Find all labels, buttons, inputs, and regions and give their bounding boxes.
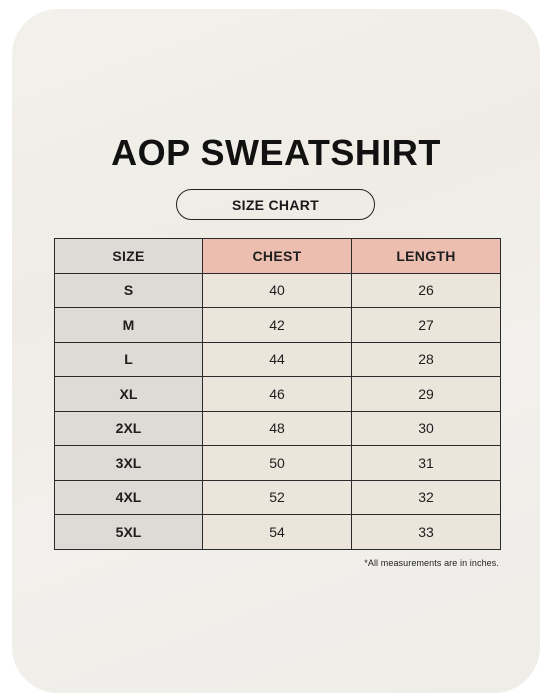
- size-cell: 2XL: [54, 410, 203, 446]
- table-row: 3XL 50 31: [54, 445, 501, 481]
- size-chart-label: SIZE CHART: [176, 189, 375, 220]
- size-cell: 3XL: [54, 445, 203, 481]
- chest-cell: 48: [202, 410, 352, 446]
- length-cell: 33: [351, 514, 501, 550]
- table-row: L 44 28: [54, 341, 501, 377]
- corner-accent: [516, 9, 540, 15]
- size-cell: 5XL: [54, 514, 203, 550]
- length-cell: 30: [351, 410, 501, 446]
- size-cell: L: [54, 341, 203, 377]
- length-cell: 31: [351, 445, 501, 481]
- length-cell: 29: [351, 376, 501, 412]
- table-row: 2XL 48 30: [54, 410, 501, 446]
- chest-cell: 54: [202, 514, 352, 550]
- chest-cell: 50: [202, 445, 352, 481]
- size-cell: 4XL: [54, 479, 203, 515]
- length-cell: 26: [351, 272, 501, 308]
- table-row: 5XL 54 33: [54, 514, 501, 550]
- table-row: 4XL 52 32: [54, 479, 501, 515]
- size-cell: M: [54, 307, 203, 343]
- table-row: XL 46 29: [54, 376, 501, 412]
- measurement-footnote: *All measurements are in inches.: [364, 558, 499, 568]
- chest-cell: 42: [202, 307, 352, 343]
- chest-cell: 46: [202, 376, 352, 412]
- length-cell: 32: [351, 479, 501, 515]
- size-cell: S: [54, 272, 203, 308]
- size-cell: XL: [54, 376, 203, 412]
- chest-cell: 44: [202, 341, 352, 377]
- table-header-row: SIZE CHEST LENGTH: [54, 238, 501, 274]
- table-row: S 40 26: [54, 272, 501, 308]
- header-length: LENGTH: [351, 238, 501, 274]
- length-cell: 28: [351, 341, 501, 377]
- size-table: SIZE CHEST LENGTH S 40 26 M 42 27 L 44 2…: [54, 238, 501, 550]
- chest-cell: 40: [202, 272, 352, 308]
- header-size: SIZE: [54, 238, 203, 274]
- table-row: M 42 27: [54, 307, 501, 343]
- page-title: AOP SWEATSHIRT: [111, 132, 441, 173]
- header-chest: CHEST: [202, 238, 352, 274]
- chest-cell: 52: [202, 479, 352, 515]
- length-cell: 27: [351, 307, 501, 343]
